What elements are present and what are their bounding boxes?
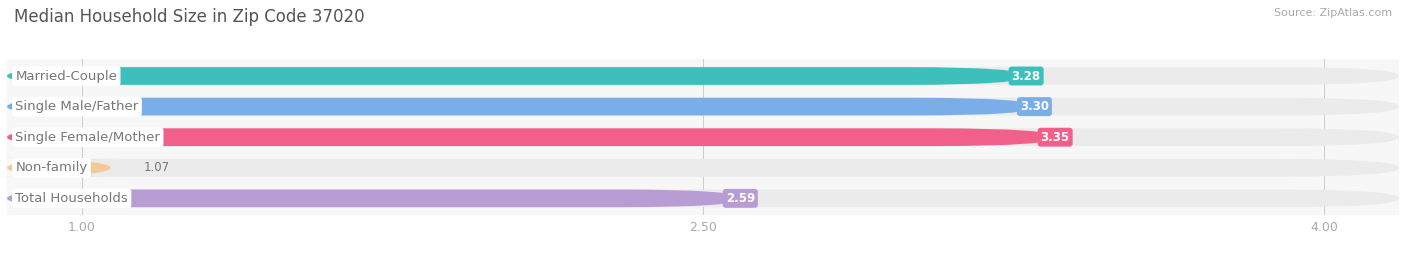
Text: 3.30: 3.30 bbox=[1019, 100, 1049, 113]
Text: Source: ZipAtlas.com: Source: ZipAtlas.com bbox=[1274, 8, 1392, 18]
Text: 3.28: 3.28 bbox=[1011, 69, 1040, 83]
Text: 3.35: 3.35 bbox=[1040, 131, 1070, 144]
Text: Non-family: Non-family bbox=[15, 161, 87, 174]
Text: 1.07: 1.07 bbox=[143, 161, 170, 174]
FancyBboxPatch shape bbox=[7, 189, 741, 207]
Text: Married-Couple: Married-Couple bbox=[15, 69, 117, 83]
FancyBboxPatch shape bbox=[7, 67, 1026, 85]
FancyBboxPatch shape bbox=[7, 189, 1399, 207]
FancyBboxPatch shape bbox=[7, 98, 1035, 115]
Text: Single Female/Mother: Single Female/Mother bbox=[15, 131, 160, 144]
Text: Total Households: Total Households bbox=[15, 192, 128, 205]
Text: Single Male/Father: Single Male/Father bbox=[15, 100, 139, 113]
FancyBboxPatch shape bbox=[7, 159, 1399, 177]
Text: Median Household Size in Zip Code 37020: Median Household Size in Zip Code 37020 bbox=[14, 8, 364, 26]
FancyBboxPatch shape bbox=[7, 128, 1399, 146]
FancyBboxPatch shape bbox=[0, 159, 127, 177]
FancyBboxPatch shape bbox=[7, 98, 1399, 115]
Text: 2.59: 2.59 bbox=[725, 192, 755, 205]
FancyBboxPatch shape bbox=[7, 67, 1399, 85]
FancyBboxPatch shape bbox=[7, 128, 1054, 146]
